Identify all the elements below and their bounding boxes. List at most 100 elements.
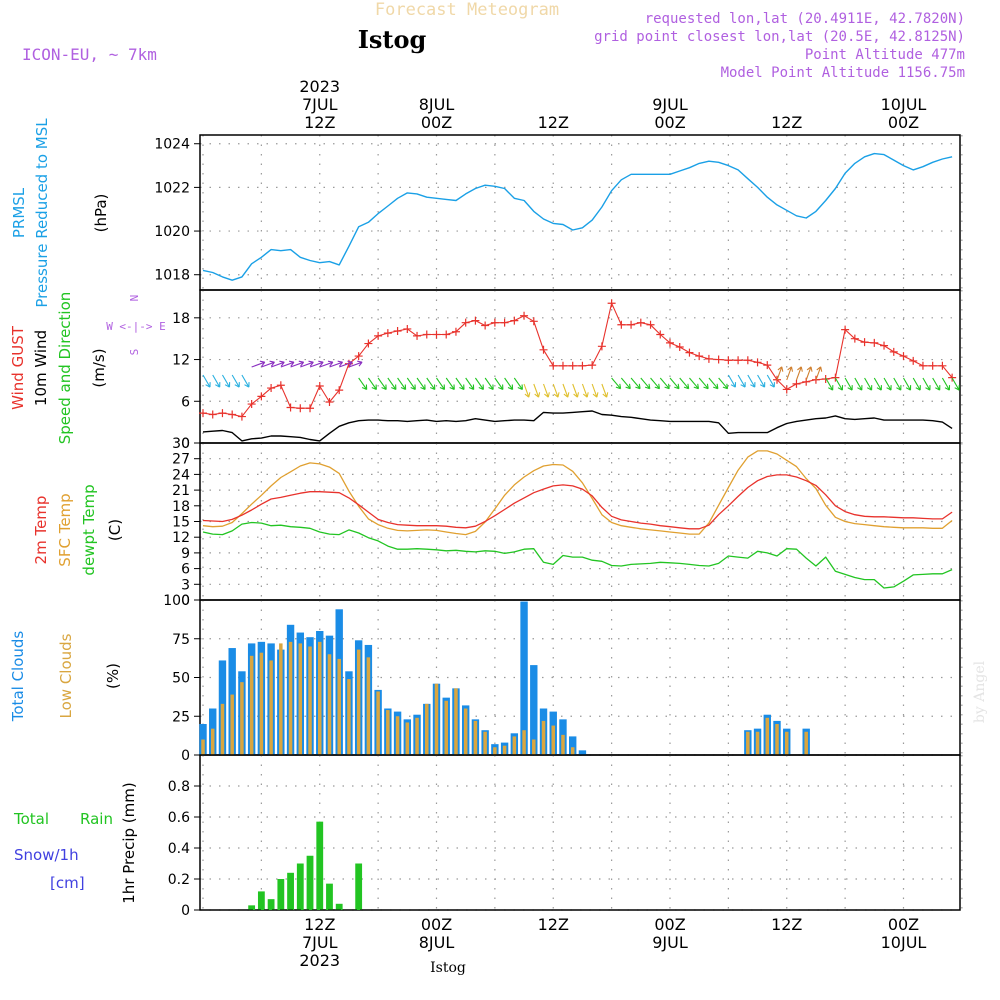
precip-frame — [199, 754, 961, 911]
wind-direction-arrow — [601, 383, 609, 398]
gust-marker — [208, 410, 217, 419]
gust-marker — [850, 334, 859, 343]
low-clouds-bar — [502, 745, 507, 755]
low-clouds-bar — [376, 691, 380, 755]
gust-marker — [286, 403, 295, 412]
footer-location: Istog — [430, 960, 466, 976]
low-clouds-bar — [405, 722, 410, 755]
clouds-ytick-label: 25 — [172, 709, 190, 725]
low-clouds-bar — [463, 708, 468, 755]
wind-direction-arrow — [922, 377, 931, 391]
gust-marker — [636, 318, 645, 327]
wind-direction-arrow — [873, 377, 882, 391]
wind-direction-arrow — [727, 374, 737, 388]
temp-ytick-label: 21 — [172, 483, 190, 499]
gust-marker — [704, 354, 713, 363]
total-clouds-bar — [530, 665, 538, 755]
gust-marker — [315, 381, 324, 390]
wind-direction-arrow — [864, 377, 873, 391]
wind-direction-arrow — [581, 383, 589, 398]
low-clouds-bar — [240, 682, 244, 755]
prmsl-label: PRMSL — [10, 187, 28, 238]
gust-marker — [685, 348, 694, 357]
wind-direction-arrow — [309, 360, 324, 368]
clouds-ytick-label: 0 — [181, 748, 190, 764]
low-clouds-bar — [201, 739, 205, 755]
low-clouds-bar — [493, 747, 497, 755]
low-clouds-bar — [425, 703, 429, 755]
gust-marker — [665, 338, 674, 347]
gust-marker — [276, 381, 285, 390]
wind-direction-arrow — [815, 366, 823, 381]
gust-marker — [490, 318, 499, 327]
low-clouds-label: Low Clouds — [57, 633, 75, 718]
gust-marker — [218, 409, 227, 418]
gust-marker — [588, 361, 597, 370]
gust-marker — [889, 347, 898, 356]
low-clouds-bar — [415, 717, 419, 755]
top-time-label: 00Z — [888, 113, 919, 132]
wind-direction-arrow — [367, 377, 377, 391]
wind-direction-arrow — [416, 377, 426, 391]
wind-direction-arrow — [348, 360, 363, 368]
gust-marker — [617, 320, 626, 329]
rain-bar — [248, 905, 256, 910]
clouds-ytick-label: 50 — [172, 671, 190, 687]
low-clouds-bar — [317, 641, 322, 755]
wind-direction-arrow — [640, 377, 651, 390]
total-clouds-bar — [569, 736, 577, 755]
prmsl-line — [202, 152, 953, 281]
grid-point-coords: grid point closest lon,lat (20.5E, 42.81… — [594, 29, 965, 45]
wind-direction-arrow — [251, 360, 266, 368]
gust-marker — [627, 320, 636, 329]
wind-direction-arrow — [280, 360, 295, 368]
low-clouds-bar — [454, 688, 458, 755]
gust-marker — [656, 330, 665, 339]
wind-frame — [199, 289, 961, 444]
gust-marker — [374, 331, 383, 340]
low-clouds-bar — [746, 731, 750, 755]
wind-direction-arrow — [212, 374, 221, 388]
low-clouds-bar — [561, 734, 565, 755]
top-time-label: 7JUL — [302, 95, 338, 114]
rain-bar — [267, 899, 275, 910]
gust-marker — [471, 316, 480, 325]
wind-direction-arrow — [844, 377, 853, 391]
wind-direction-arrow — [329, 360, 344, 368]
gust-marker — [841, 325, 850, 334]
wind-panel: 0 6 12 18 — [172, 289, 963, 452]
wind-direction-arrow — [951, 377, 960, 391]
point-altitude: Point Altitude 477m — [805, 47, 965, 63]
low-clouds-bar — [532, 739, 536, 755]
wind-speed-direction-label: Speed and Direction — [56, 292, 74, 445]
gust-marker — [918, 361, 927, 370]
compass-north: N — [128, 295, 141, 302]
temp-ytick-label: 3 — [181, 577, 190, 593]
top-time-label: 12Z — [771, 113, 802, 132]
model-point-altitude: Model Point Altitude 1156.75m — [721, 65, 965, 81]
gust-marker — [695, 352, 704, 361]
precip-ytick-label: 0.2 — [168, 872, 190, 888]
wind-direction-arrow — [270, 360, 285, 368]
gust-marker — [899, 352, 908, 361]
wind-ytick-label: 12 — [172, 353, 190, 369]
low-clouds-bar — [327, 654, 332, 755]
wind-direction-arrow — [474, 377, 484, 391]
wind-direction-arrow — [620, 377, 631, 390]
wind-direction-arrow — [786, 366, 794, 381]
rain-bar — [335, 903, 343, 910]
rain-bar — [296, 863, 304, 910]
wind-direction-arrow — [445, 377, 455, 391]
wind-direction-arrow — [757, 374, 766, 388]
wind-direction-arrow — [854, 377, 863, 391]
wind-direction-arrow — [903, 377, 912, 391]
pressure-msl-label: Pressure Reduced to MSL — [33, 118, 51, 308]
wind-direction-arrow — [397, 377, 407, 391]
wind-direction-arrow — [805, 366, 813, 381]
wind-direction-arrow — [650, 377, 661, 390]
wind-10m-line — [202, 410, 953, 442]
temp-ytick-label: 12 — [172, 530, 190, 546]
wind-ytick-label: 18 — [172, 311, 190, 327]
low-clouds-bar — [522, 730, 526, 755]
